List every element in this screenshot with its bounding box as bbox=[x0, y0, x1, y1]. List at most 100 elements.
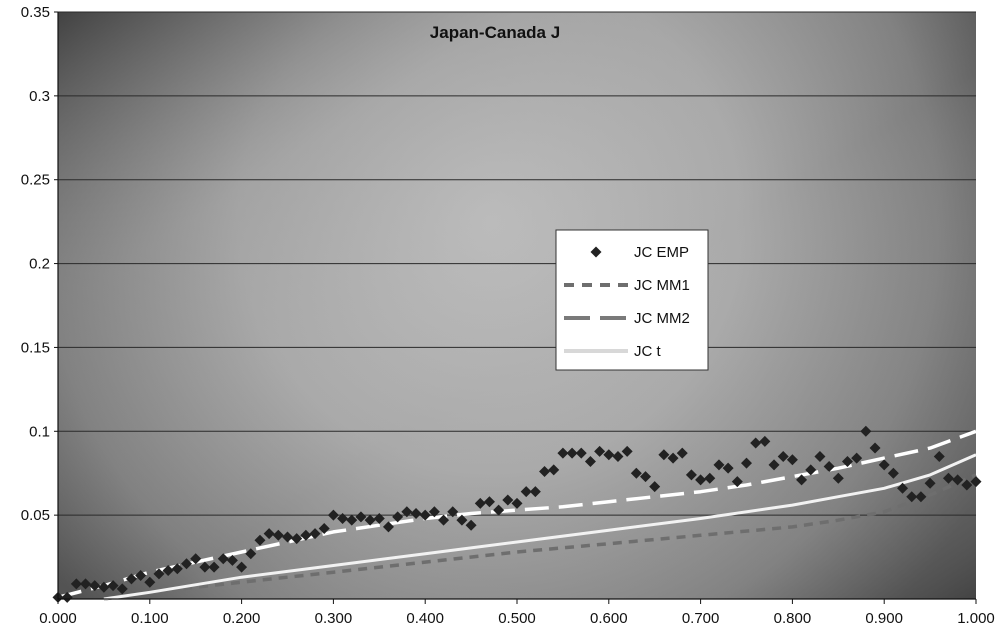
emp-point-62 bbox=[621, 445, 633, 457]
emp-point-36 bbox=[382, 521, 394, 533]
emp-point-73 bbox=[722, 462, 734, 474]
series-line-jc-mm1 bbox=[103, 473, 977, 601]
emp-point-72 bbox=[713, 459, 725, 471]
emp-point-71 bbox=[704, 472, 716, 484]
emp-point-18 bbox=[217, 553, 229, 565]
x-tick-label-6: 0.600 bbox=[590, 610, 628, 627]
emp-point-28 bbox=[309, 528, 321, 540]
emp-point-70 bbox=[695, 474, 707, 486]
emp-point-100 bbox=[970, 476, 982, 488]
y-tick-label-5: 0.3 bbox=[29, 88, 50, 105]
emp-point-19 bbox=[226, 554, 238, 566]
emp-point-15 bbox=[190, 553, 202, 565]
emp-point-82 bbox=[805, 464, 817, 476]
x-tick-label-1: 0.100 bbox=[131, 610, 169, 627]
emp-point-93 bbox=[906, 491, 918, 503]
emp-markers bbox=[52, 425, 982, 603]
y-tick-label-0: 0.05 bbox=[21, 507, 50, 524]
x-tick-label-5: 0.500 bbox=[498, 610, 536, 627]
emp-point-31 bbox=[337, 512, 349, 524]
emp-point-65 bbox=[649, 481, 661, 493]
series-line-jc-t bbox=[103, 453, 977, 601]
emp-point-76 bbox=[750, 437, 762, 449]
y-tick-label-1: 0.1 bbox=[29, 423, 50, 440]
emp-point-40 bbox=[419, 509, 431, 521]
y-tick-label-3: 0.2 bbox=[29, 256, 50, 273]
emp-point-49 bbox=[502, 494, 514, 506]
emp-point-7 bbox=[116, 583, 128, 595]
emp-point-45 bbox=[465, 519, 477, 531]
emp-point-47 bbox=[483, 496, 495, 508]
emp-point-23 bbox=[263, 528, 275, 540]
legend-label-jc-mm2: JC MM2 bbox=[634, 310, 690, 327]
legend-label-jc-emp: JC EMP bbox=[634, 244, 689, 261]
emp-point-38 bbox=[401, 506, 413, 518]
emp-point-37 bbox=[392, 511, 404, 523]
series-line-jc-mm2 bbox=[57, 429, 977, 599]
emp-point-74 bbox=[731, 476, 743, 488]
emp-point-3 bbox=[80, 578, 92, 590]
emp-point-8 bbox=[125, 573, 137, 585]
x-tick-label-4: 0.400 bbox=[406, 610, 444, 627]
emp-point-21 bbox=[245, 548, 257, 560]
emp-point-60 bbox=[603, 449, 615, 461]
emp-point-90 bbox=[878, 459, 890, 471]
emp-point-20 bbox=[236, 561, 248, 573]
emp-point-86 bbox=[841, 455, 853, 467]
emp-point-77 bbox=[759, 435, 771, 447]
emp-point-87 bbox=[851, 452, 863, 464]
emp-point-84 bbox=[823, 461, 835, 473]
emp-point-27 bbox=[300, 529, 312, 541]
gridlines bbox=[58, 11, 976, 516]
legend-label-jc-t: JC t bbox=[634, 343, 662, 360]
plot-background-shade bbox=[58, 12, 976, 599]
emp-point-88 bbox=[860, 425, 872, 437]
emp-point-32 bbox=[346, 514, 358, 526]
emp-point-61 bbox=[612, 450, 624, 462]
emp-point-6 bbox=[107, 580, 119, 592]
emp-point-9 bbox=[135, 570, 147, 582]
emp-point-63 bbox=[630, 467, 642, 479]
emp-point-2 bbox=[70, 578, 82, 590]
x-tick-label-3: 0.300 bbox=[315, 610, 353, 627]
emp-point-35 bbox=[373, 512, 385, 524]
emp-point-41 bbox=[428, 506, 440, 518]
emp-point-59 bbox=[594, 445, 606, 457]
emp-point-91 bbox=[887, 467, 899, 479]
emp-point-96 bbox=[933, 450, 945, 462]
emp-point-81 bbox=[796, 474, 808, 486]
series-lines bbox=[57, 429, 977, 601]
emp-point-50 bbox=[511, 497, 523, 509]
emp-point-80 bbox=[786, 454, 798, 466]
legend-box bbox=[555, 229, 709, 371]
legend: JC EMP JC MM1 JC MM2 JC t bbox=[555, 229, 709, 371]
emp-point-42 bbox=[438, 514, 450, 526]
emp-point-13 bbox=[171, 563, 183, 575]
emp-point-10 bbox=[144, 576, 156, 588]
emp-point-12 bbox=[162, 564, 174, 576]
emp-point-26 bbox=[291, 533, 303, 545]
emp-point-94 bbox=[915, 491, 927, 503]
emp-point-52 bbox=[529, 486, 541, 498]
emp-point-95 bbox=[924, 477, 936, 489]
emp-point-97 bbox=[942, 472, 954, 484]
emp-point-78 bbox=[768, 459, 780, 471]
emp-point-48 bbox=[493, 504, 505, 516]
legend-label-jc-mm1: JC MM1 bbox=[634, 277, 690, 294]
x-tick-label-0: 0.000 bbox=[39, 610, 77, 627]
emp-point-4 bbox=[89, 580, 101, 592]
x-tick-label-7: 0.700 bbox=[682, 610, 720, 627]
emp-point-75 bbox=[741, 457, 752, 469]
emp-point-54 bbox=[548, 464, 560, 476]
emp-point-92 bbox=[897, 482, 909, 494]
emp-point-34 bbox=[364, 514, 376, 526]
emp-point-66 bbox=[658, 449, 670, 461]
emp-point-24 bbox=[272, 529, 284, 541]
emp-point-53 bbox=[539, 466, 551, 478]
emp-point-11 bbox=[153, 568, 165, 580]
x-tick-label-10: 1.000 bbox=[957, 610, 995, 627]
emp-point-55 bbox=[557, 447, 569, 459]
emp-point-79 bbox=[777, 450, 789, 462]
emp-point-57 bbox=[575, 447, 587, 459]
